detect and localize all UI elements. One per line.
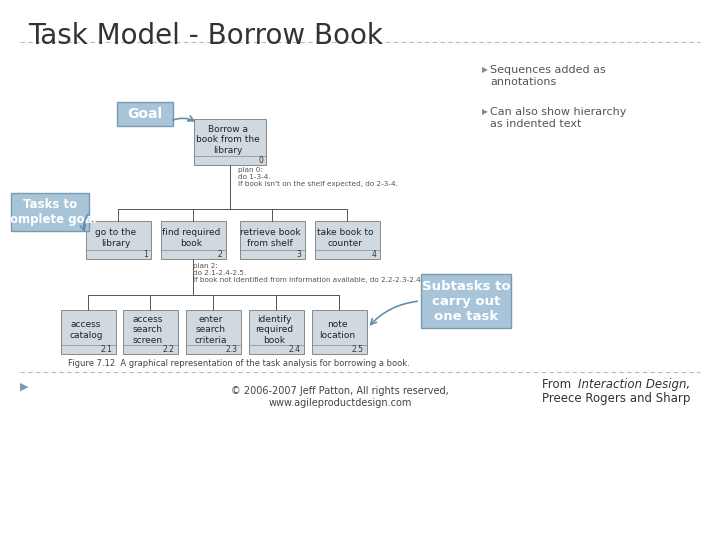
- Text: Can also show hierarchy
as indented text: Can also show hierarchy as indented text: [490, 107, 626, 129]
- Text: take book to
counter: take book to counter: [317, 228, 373, 248]
- FancyBboxPatch shape: [60, 310, 115, 354]
- Text: 3: 3: [297, 250, 302, 259]
- FancyBboxPatch shape: [161, 221, 225, 259]
- FancyBboxPatch shape: [122, 310, 178, 354]
- Text: retrieve book
from shelf: retrieve book from shelf: [240, 228, 300, 248]
- Text: plan 0:
do 1-3-4.
If book isn't on the shelf expected, do 2-3-4.: plan 0: do 1-3-4. If book isn't on the s…: [238, 167, 398, 187]
- Text: Preece Rogers and Sharp: Preece Rogers and Sharp: [542, 392, 690, 405]
- Text: From: From: [542, 378, 575, 391]
- Text: access
catalog: access catalog: [69, 320, 103, 340]
- Text: 1: 1: [143, 250, 148, 259]
- Text: Tasks to
complete goal: Tasks to complete goal: [3, 198, 96, 226]
- FancyBboxPatch shape: [312, 310, 366, 354]
- Text: ▶: ▶: [482, 65, 488, 74]
- Text: Interaction Design,: Interaction Design,: [578, 378, 690, 391]
- FancyBboxPatch shape: [117, 102, 173, 126]
- FancyBboxPatch shape: [240, 221, 305, 259]
- Text: 4: 4: [372, 250, 377, 259]
- Text: © 2006-2007 Jeff Patton, All rights reserved,
www.agileproductdesign.com: © 2006-2007 Jeff Patton, All rights rese…: [231, 386, 449, 408]
- Text: Sequences added as
annotations: Sequences added as annotations: [490, 65, 606, 86]
- Text: Task Model - Borrow Book: Task Model - Borrow Book: [28, 22, 383, 50]
- Text: plan 2:
do 2.1-2.4-2.5.
If book not identified from information available, do 2.: plan 2: do 2.1-2.4-2.5. If book not iden…: [193, 263, 437, 283]
- Text: Goal: Goal: [127, 107, 163, 121]
- Text: note
location: note location: [319, 320, 355, 340]
- Text: 2.1: 2.1: [101, 345, 112, 354]
- Text: Borrow a
book from the
library: Borrow a book from the library: [196, 125, 260, 155]
- Text: enter
search
criteria: enter search criteria: [194, 315, 228, 345]
- Text: access
search
screen: access search screen: [132, 315, 163, 345]
- Text: 2.4: 2.4: [289, 345, 300, 354]
- FancyBboxPatch shape: [315, 221, 379, 259]
- FancyBboxPatch shape: [248, 310, 304, 354]
- FancyBboxPatch shape: [86, 221, 150, 259]
- Text: ▶: ▶: [482, 107, 488, 116]
- Text: 0: 0: [258, 156, 263, 165]
- Text: Figure 7.12  A graphical representation of the task analysis for borrowing a boo: Figure 7.12 A graphical representation o…: [68, 359, 410, 368]
- Text: 2.3: 2.3: [225, 345, 238, 354]
- Text: find required
book: find required book: [162, 228, 220, 248]
- Text: 2.2: 2.2: [163, 345, 174, 354]
- Text: Subtasks to
carry out
one task: Subtasks to carry out one task: [422, 280, 510, 322]
- Text: go to the
library: go to the library: [96, 228, 137, 248]
- FancyBboxPatch shape: [186, 310, 240, 354]
- FancyBboxPatch shape: [421, 274, 511, 328]
- Text: 2: 2: [217, 250, 222, 259]
- FancyBboxPatch shape: [194, 119, 266, 165]
- FancyBboxPatch shape: [11, 193, 89, 231]
- Text: ▶: ▶: [20, 382, 29, 392]
- Text: 2.5: 2.5: [351, 345, 364, 354]
- Text: identify
required
book: identify required book: [255, 315, 293, 345]
